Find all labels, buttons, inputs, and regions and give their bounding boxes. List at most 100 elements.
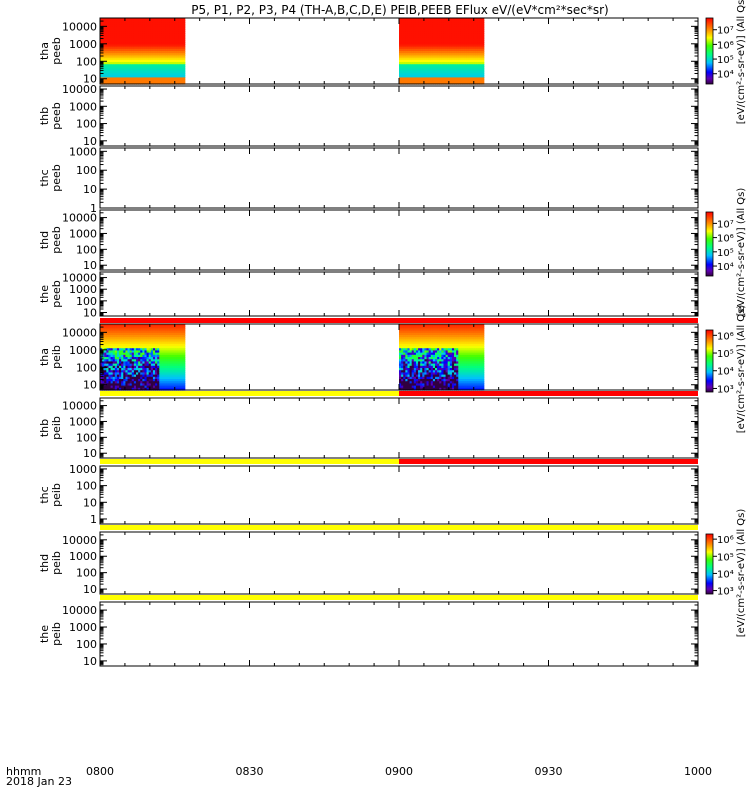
spectrogram-cell bbox=[157, 352, 160, 356]
spectrogram-cell bbox=[133, 37, 137, 41]
spectrogram-cell bbox=[407, 31, 411, 34]
spectrogram-cell bbox=[178, 352, 182, 356]
spectrogram-cell bbox=[430, 341, 434, 345]
spectrogram-cell bbox=[464, 73, 468, 76]
spectrogram-cell bbox=[462, 29, 466, 32]
spectrogram-cell bbox=[418, 339, 421, 343]
spectrogram-cell bbox=[407, 326, 411, 329]
spectrogram-cell bbox=[157, 70, 160, 74]
spectrogram-cell bbox=[178, 370, 182, 373]
spectrogram-cell bbox=[129, 348, 133, 351]
spectrogram-cell bbox=[104, 73, 107, 76]
spectrogram-cell bbox=[136, 37, 139, 41]
spectrogram-cell bbox=[157, 64, 160, 67]
spectrogram-cell bbox=[140, 29, 143, 32]
spectrogram-cell bbox=[108, 385, 112, 389]
spectrogram-cell bbox=[424, 365, 428, 369]
spectrogram-cell bbox=[460, 48, 464, 52]
spectrogram-cell bbox=[163, 33, 167, 37]
spectrogram-cell bbox=[405, 376, 409, 380]
spectrogram-cell bbox=[407, 328, 411, 332]
spectrogram-cell bbox=[439, 35, 442, 39]
spectrogram-cell bbox=[116, 346, 120, 349]
spectrogram-cell bbox=[129, 328, 133, 332]
spectrogram-cell bbox=[161, 352, 165, 356]
spectrogram-cell bbox=[462, 53, 466, 56]
spectrogram-cell bbox=[144, 40, 148, 43]
spectrogram-cell bbox=[125, 62, 129, 65]
spectrogram-cell bbox=[424, 354, 428, 358]
spectrogram-cell bbox=[161, 339, 165, 343]
spectrogram-cell bbox=[157, 339, 160, 343]
spectrogram-cell bbox=[473, 64, 476, 67]
spectrogram-cell bbox=[112, 352, 116, 356]
spectrogram-cell bbox=[110, 75, 114, 78]
spectrogram-cell bbox=[167, 370, 171, 373]
spectrogram-cell bbox=[131, 350, 135, 354]
spectrogram-cell bbox=[418, 37, 421, 41]
spectrogram-cell bbox=[108, 352, 112, 356]
spectrogram-cell bbox=[403, 374, 406, 378]
spectrogram-cell bbox=[411, 75, 415, 78]
spectrogram-cell bbox=[180, 350, 184, 354]
spectrogram-cell bbox=[432, 372, 436, 376]
spectrogram-cell bbox=[445, 75, 449, 78]
spectrogram-cell bbox=[458, 40, 462, 43]
spectrogram-cell bbox=[445, 77, 449, 81]
plot-frame bbox=[99, 147, 699, 209]
spectrogram-cell bbox=[430, 352, 434, 356]
spectrogram-cell bbox=[102, 48, 105, 52]
spectrogram-cell bbox=[443, 324, 447, 327]
spectrogram-cell bbox=[176, 357, 179, 360]
spectrogram-cell bbox=[125, 55, 129, 59]
spectrogram-cell bbox=[144, 370, 148, 373]
spectrogram-cell bbox=[155, 354, 158, 358]
spectrogram-cell bbox=[131, 361, 135, 365]
spectrogram-cell bbox=[411, 365, 415, 369]
panel-label-probe: tha bbox=[38, 42, 51, 60]
spectrogram-cell bbox=[180, 357, 184, 360]
spectrogram-cell bbox=[161, 370, 165, 373]
spectrogram-cell bbox=[133, 51, 137, 54]
spectrogram-cell bbox=[445, 348, 449, 351]
spectrogram-cell bbox=[172, 354, 175, 358]
spectrogram-cell bbox=[133, 66, 137, 70]
spectrogram-cell bbox=[462, 77, 466, 81]
spectrogram-cell bbox=[415, 57, 419, 61]
spectrogram-cell bbox=[144, 62, 148, 65]
spectrogram-cell bbox=[182, 66, 186, 70]
spectrogram-cell bbox=[174, 365, 177, 369]
spectrogram-cell bbox=[460, 44, 464, 48]
spectrogram-cell bbox=[140, 81, 143, 85]
spectrogram-cell bbox=[437, 29, 440, 32]
spectrogram-cell bbox=[125, 350, 129, 354]
spectrogram-cell bbox=[142, 374, 146, 378]
spectrogram-cell bbox=[405, 59, 409, 63]
spectrogram-cell bbox=[443, 70, 447, 74]
spectrogram-cell bbox=[178, 324, 182, 327]
spectrogram-cell bbox=[159, 31, 163, 34]
spectrogram-cell bbox=[471, 66, 474, 70]
spectrogram-cell bbox=[140, 77, 143, 81]
spectrogram-cell bbox=[178, 81, 182, 85]
spectrogram-cell bbox=[159, 379, 163, 382]
spectrogram-cell bbox=[169, 337, 173, 340]
spectrogram-cell bbox=[174, 73, 177, 76]
spectrogram-cell bbox=[445, 51, 449, 54]
spectrogram-cell bbox=[432, 26, 436, 30]
spectrogram-cell bbox=[167, 42, 171, 45]
spectrogram-cell bbox=[432, 64, 436, 67]
spectrogram-cell bbox=[447, 381, 451, 384]
spectrogram-cell bbox=[106, 35, 110, 39]
spectrogram-cell bbox=[475, 75, 478, 78]
spectrogram-cell bbox=[399, 62, 402, 65]
spectrogram-cell bbox=[422, 348, 426, 351]
spectrogram-cell bbox=[439, 22, 442, 26]
spectrogram-cell bbox=[112, 64, 116, 67]
spectrogram-cell bbox=[174, 335, 177, 338]
spectrogram-cell bbox=[439, 81, 442, 85]
spectrogram-cell bbox=[445, 37, 449, 41]
spectrogram-cell bbox=[426, 383, 430, 387]
spectrogram-cell bbox=[451, 48, 455, 52]
spectrogram-cell bbox=[411, 70, 415, 74]
